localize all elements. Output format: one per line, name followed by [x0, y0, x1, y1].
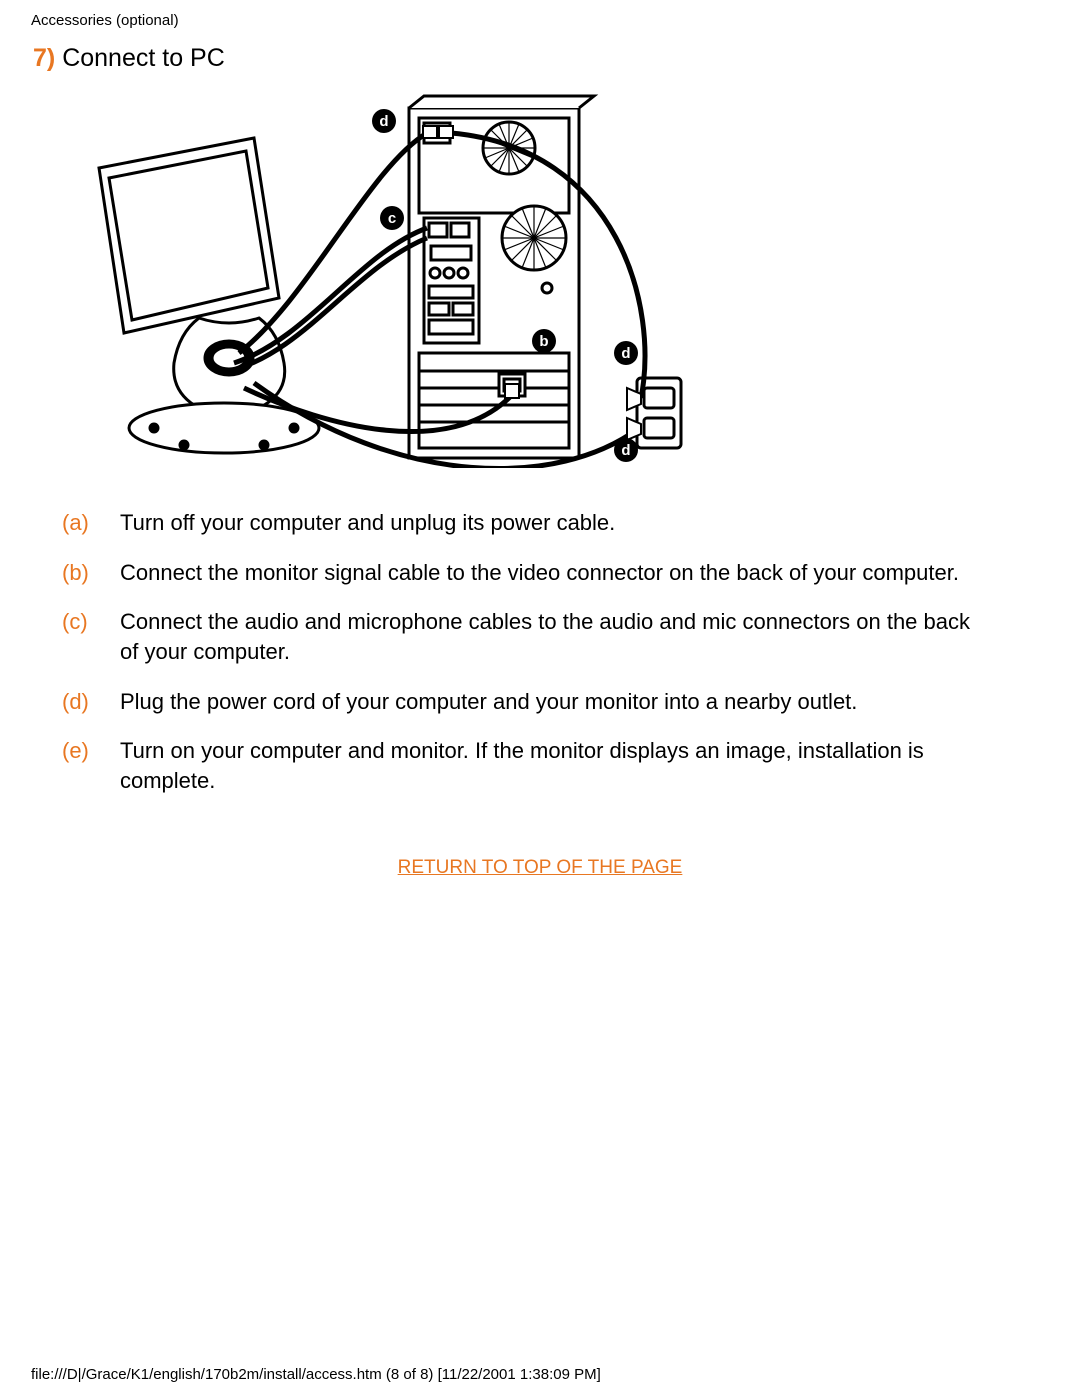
step-label: (e) — [62, 736, 120, 766]
step-row: (c) Connect the audio and microphone cab… — [62, 607, 972, 666]
step-row: (a) Turn off your computer and unplug it… — [62, 508, 972, 538]
connection-diagram: d c b d d — [79, 88, 689, 468]
page-header: Accessories (optional) — [31, 12, 179, 29]
step-text: Connect the monitor signal cable to the … — [120, 558, 972, 588]
step-label: (b) — [62, 558, 120, 588]
step-label: (c) — [62, 607, 120, 637]
step-text: Connect the audio and microphone cables … — [120, 607, 972, 666]
callout-d3-icon: d — [621, 442, 630, 459]
step-row: (e) Turn on your computer and monitor. I… — [62, 736, 972, 795]
section-number: 7) — [33, 44, 55, 72]
instruction-steps: (a) Turn off your computer and unplug it… — [62, 508, 972, 816]
callout-c-icon: c — [388, 210, 396, 227]
page-footer: file:///D|/Grace/K1/english/170b2m/insta… — [31, 1366, 601, 1383]
step-label: (a) — [62, 508, 120, 538]
step-text: Turn off your computer and unplug its po… — [120, 508, 972, 538]
step-text: Plug the power cord of your computer and… — [120, 687, 972, 717]
step-row: (d) Plug the power cord of your computer… — [62, 687, 972, 717]
callout-d2-icon: d — [621, 345, 630, 362]
return-to-top-link[interactable]: RETURN TO TOP OF THE PAGE — [0, 857, 1080, 879]
callout-d-icon: d — [379, 113, 388, 130]
callout-b-icon: b — [539, 333, 548, 350]
step-label: (d) — [62, 687, 120, 717]
section-title: Connect to PC — [62, 44, 225, 72]
section-heading: 7) Connect to PC — [33, 44, 225, 73]
diagram-svg: d c b d d — [79, 88, 689, 468]
step-row: (b) Connect the monitor signal cable to … — [62, 558, 972, 588]
document-page: Accessories (optional) 7) Connect to PC — [0, 0, 1080, 1397]
step-text: Turn on your computer and monitor. If th… — [120, 736, 972, 795]
